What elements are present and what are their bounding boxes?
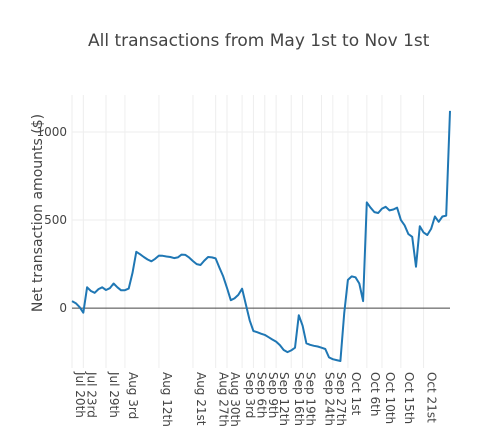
x-tick-label: Sep 9th bbox=[266, 372, 280, 418]
grid bbox=[71, 95, 450, 368]
chart-title: All transactions from May 1st to Nov 1st bbox=[88, 31, 430, 51]
y-tick-label: 500 bbox=[44, 213, 67, 227]
x-tick-label: Oct 15th bbox=[402, 372, 416, 424]
x-tick-label: Jul 23rd bbox=[84, 371, 98, 418]
x-tick-label: Aug 3rd bbox=[126, 372, 140, 419]
x-tick-label: Oct 1st bbox=[349, 372, 363, 415]
x-tick-label: Sep 24th bbox=[322, 372, 336, 426]
x-tick-label: Oct 10th bbox=[383, 372, 397, 424]
x-tick-label: Sep 3rd bbox=[243, 372, 257, 418]
x-tick-label: Jul 20th bbox=[73, 371, 87, 418]
x-tick-label: Oct 6th bbox=[368, 372, 382, 417]
y-axis-ticks: 0 500 1000 bbox=[36, 125, 67, 315]
x-tick-label: Sep 6th bbox=[254, 372, 268, 418]
y-tick-label: 1000 bbox=[36, 125, 67, 139]
series-line-0 bbox=[71, 110, 451, 362]
x-tick-label: Aug 21st bbox=[194, 372, 208, 426]
x-tick-label: Sep 12th bbox=[277, 372, 291, 426]
x-tick-label: Sep 16th bbox=[292, 372, 306, 426]
x-tick-label: Oct 21st bbox=[425, 372, 439, 423]
y-axis-label: Net transaction amounts ($) bbox=[30, 114, 46, 312]
x-tick-label: Aug 27th bbox=[217, 372, 231, 427]
x-tick-label: Jul 29th bbox=[107, 371, 121, 418]
x-tick-label: Aug 30th bbox=[228, 372, 242, 427]
y-tick-label: 0 bbox=[59, 301, 67, 315]
x-tick-label: Aug 12th bbox=[160, 372, 174, 427]
x-tick-label: Sep 27th bbox=[334, 372, 348, 426]
series-layer bbox=[71, 110, 451, 362]
x-tick-label: Sep 19th bbox=[304, 372, 318, 426]
